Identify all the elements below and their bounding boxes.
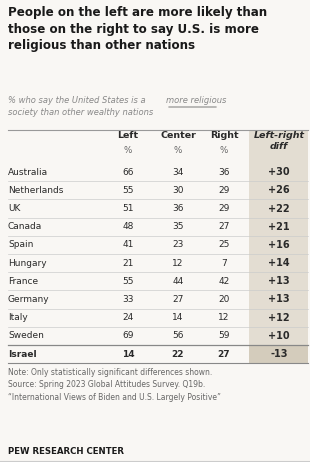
Text: +13: +13 — [268, 294, 290, 304]
Text: +26: +26 — [268, 185, 290, 195]
Text: 14: 14 — [122, 350, 134, 359]
Text: 51: 51 — [122, 204, 134, 213]
Text: 69: 69 — [122, 331, 134, 340]
Text: +16: +16 — [268, 240, 290, 250]
Text: 23: 23 — [172, 240, 184, 249]
Text: 14: 14 — [172, 313, 184, 322]
Text: Left: Left — [117, 131, 139, 140]
Text: Sweden: Sweden — [8, 331, 44, 340]
Text: Australia: Australia — [8, 168, 48, 176]
Text: +14: +14 — [268, 258, 290, 268]
Text: People on the left are more likely than
those on the right to say U.S. is more
r: People on the left are more likely than … — [8, 6, 267, 52]
Text: +13: +13 — [268, 276, 290, 286]
Text: Germany: Germany — [8, 295, 50, 304]
Text: %: % — [220, 146, 228, 155]
Text: Netherlands: Netherlands — [8, 186, 63, 195]
Text: Left-right
diff: Left-right diff — [254, 131, 304, 151]
Bar — [249, 345, 308, 363]
Text: 24: 24 — [122, 313, 134, 322]
Text: more religious: more religious — [166, 96, 226, 105]
Text: %: % — [174, 146, 182, 155]
Text: 36: 36 — [218, 168, 230, 176]
Text: 35: 35 — [172, 222, 184, 231]
Text: 29: 29 — [218, 186, 230, 195]
Text: 22: 22 — [172, 350, 184, 359]
Text: Israel: Israel — [8, 350, 37, 359]
Text: Canada: Canada — [8, 222, 42, 231]
Text: society than other wealthy nations: society than other wealthy nations — [8, 108, 153, 117]
Text: 30: 30 — [172, 186, 184, 195]
Text: 36: 36 — [172, 204, 184, 213]
Text: 59: 59 — [218, 331, 230, 340]
Bar — [249, 130, 308, 363]
Text: Note: Only statistically significant differences shown.
Source: Spring 2023 Glob: Note: Only statistically significant dif… — [8, 368, 221, 401]
Text: 27: 27 — [218, 350, 230, 359]
Text: 56: 56 — [172, 331, 184, 340]
Text: 12: 12 — [172, 259, 184, 267]
Text: 41: 41 — [122, 240, 134, 249]
Text: %: % — [124, 146, 132, 155]
Text: 21: 21 — [122, 259, 134, 267]
Text: 29: 29 — [218, 204, 230, 213]
Text: PEW RESEARCH CENTER: PEW RESEARCH CENTER — [8, 447, 124, 456]
Text: 66: 66 — [122, 168, 134, 176]
Text: France: France — [8, 277, 38, 286]
Text: Center: Center — [160, 131, 196, 140]
Text: UK: UK — [8, 204, 20, 213]
Text: Hungary: Hungary — [8, 259, 46, 267]
Text: 27: 27 — [218, 222, 230, 231]
Text: +21: +21 — [268, 222, 290, 232]
Text: 44: 44 — [172, 277, 184, 286]
Text: 25: 25 — [218, 240, 230, 249]
Text: 55: 55 — [122, 277, 134, 286]
Text: 42: 42 — [218, 277, 230, 286]
Text: Italy: Italy — [8, 313, 28, 322]
Text: Spain: Spain — [8, 240, 33, 249]
Text: 34: 34 — [172, 168, 184, 176]
Text: +30: +30 — [268, 167, 290, 177]
Text: % who say the United States is a: % who say the United States is a — [8, 96, 148, 105]
Text: 27: 27 — [172, 295, 184, 304]
Text: +22: +22 — [268, 203, 290, 213]
Text: 48: 48 — [122, 222, 134, 231]
Text: 7: 7 — [221, 259, 227, 267]
Text: +12: +12 — [268, 313, 290, 322]
Text: 12: 12 — [218, 313, 230, 322]
Text: -13: -13 — [270, 349, 288, 359]
Text: 33: 33 — [122, 295, 134, 304]
Text: Right: Right — [210, 131, 238, 140]
Text: +10: +10 — [268, 331, 290, 341]
Text: 55: 55 — [122, 186, 134, 195]
Text: 20: 20 — [218, 295, 230, 304]
